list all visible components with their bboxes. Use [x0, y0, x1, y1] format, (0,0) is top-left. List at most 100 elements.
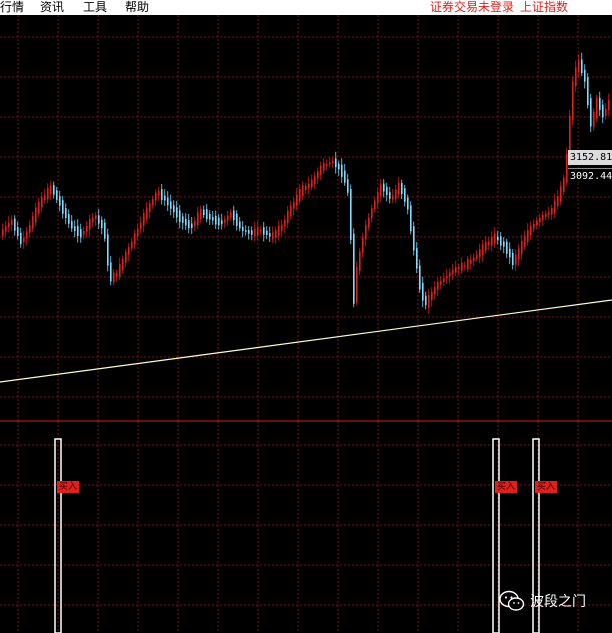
- candle-body: [290, 205, 292, 217]
- candle-body: [317, 171, 319, 179]
- candle-body: [311, 179, 313, 188]
- candle-body: [464, 265, 466, 267]
- candle-body: [71, 221, 73, 229]
- candle-body: [566, 153, 568, 183]
- candle-body: [368, 217, 370, 228]
- candle-body: [347, 179, 349, 193]
- candle-body: [512, 252, 514, 266]
- candle-body: [179, 210, 181, 223]
- candle-body: [41, 196, 43, 208]
- candle-body: [161, 189, 163, 200]
- candle-body: [50, 185, 52, 195]
- candle-body: [560, 186, 562, 202]
- candle-body: [20, 232, 22, 245]
- candle-body: [584, 69, 586, 82]
- buy-signal-tag: 买入: [495, 481, 518, 493]
- candle-body: [563, 178, 565, 192]
- candle-body: [449, 272, 451, 277]
- candle-body: [431, 291, 433, 301]
- candle-body: [47, 188, 49, 200]
- candle-body: [551, 207, 553, 215]
- candle-body: [530, 226, 532, 236]
- candle-body: [527, 230, 529, 242]
- candle-body: [533, 223, 535, 229]
- candle-body: [11, 219, 13, 225]
- candle-body: [197, 212, 199, 226]
- candle-body: [14, 218, 16, 231]
- trendline: [0, 299, 612, 383]
- candle-body: [443, 278, 445, 282]
- candle-body: [458, 267, 460, 270]
- candle-body: [263, 227, 265, 235]
- candle-body: [269, 233, 271, 237]
- candle-body: [503, 241, 505, 247]
- candle-body: [353, 233, 355, 304]
- trade-login-status[interactable]: 证券交易未登录: [430, 0, 515, 14]
- candle-body: [86, 225, 88, 233]
- candle-body: [260, 229, 262, 232]
- candle-body: [17, 227, 19, 236]
- candle-body: [569, 115, 571, 160]
- candle-body: [386, 186, 388, 196]
- candle-body: [425, 295, 427, 306]
- candle-body: [278, 225, 280, 237]
- candle-body: [38, 202, 40, 214]
- candle-body: [233, 210, 235, 221]
- candle-body: [413, 226, 415, 251]
- buy-signal-tag: 买入: [57, 481, 80, 493]
- candle-body: [32, 215, 34, 229]
- candle-body: [83, 231, 85, 235]
- candle-body: [188, 220, 190, 229]
- candle-body: [110, 262, 112, 282]
- candle-body: [587, 77, 589, 106]
- candle-body: [254, 228, 256, 237]
- menu-news[interactable]: 资讯: [40, 0, 65, 14]
- candle-body: [275, 230, 277, 238]
- candle-body: [158, 190, 160, 196]
- kline-chart[interactable]: [0, 15, 612, 633]
- candle-body: [500, 236, 502, 246]
- candle-body: [605, 109, 607, 116]
- candle-body: [305, 185, 307, 190]
- candle-body: [53, 185, 55, 195]
- watermark: 波段之门: [499, 590, 586, 612]
- candle-body: [374, 200, 376, 210]
- candle-body: [242, 226, 244, 231]
- candle-body: [65, 208, 67, 218]
- candle-body: [125, 252, 127, 263]
- menu-market[interactable]: 行情: [0, 0, 25, 14]
- candle-body: [143, 213, 145, 226]
- candle-body: [542, 214, 544, 220]
- candle-body: [218, 217, 220, 226]
- candle-body: [608, 99, 610, 111]
- wechat-icon: [499, 590, 525, 611]
- candle-body: [152, 198, 154, 206]
- candle-body: [92, 217, 94, 222]
- candle-body: [149, 203, 151, 212]
- candle-body: [572, 81, 574, 121]
- index-name: 上证指数: [520, 0, 569, 14]
- candle-body: [518, 248, 520, 260]
- price-label-current: 3092.44: [568, 168, 612, 183]
- candle-body: [245, 230, 247, 232]
- candle-body: [539, 217, 541, 223]
- menu-tools[interactable]: 工具: [83, 0, 108, 14]
- candle-body: [119, 264, 121, 277]
- candle-body: [488, 241, 490, 246]
- candle-body: [362, 237, 364, 253]
- candle-body: [98, 215, 100, 224]
- candle-body: [473, 257, 475, 262]
- candle-body: [257, 227, 259, 236]
- candle-body: [227, 215, 229, 221]
- candle-body: [140, 222, 142, 230]
- menu-help[interactable]: 帮助: [125, 0, 150, 14]
- candle-body: [335, 158, 337, 168]
- candle-body: [302, 185, 304, 197]
- candle-body: [515, 254, 517, 265]
- candle-body: [554, 200, 556, 214]
- candle-body: [506, 241, 508, 254]
- candle-body: [491, 236, 493, 246]
- candle-body: [107, 234, 109, 266]
- candle-body: [8, 222, 10, 228]
- price-label-high: 3152.81: [568, 150, 612, 165]
